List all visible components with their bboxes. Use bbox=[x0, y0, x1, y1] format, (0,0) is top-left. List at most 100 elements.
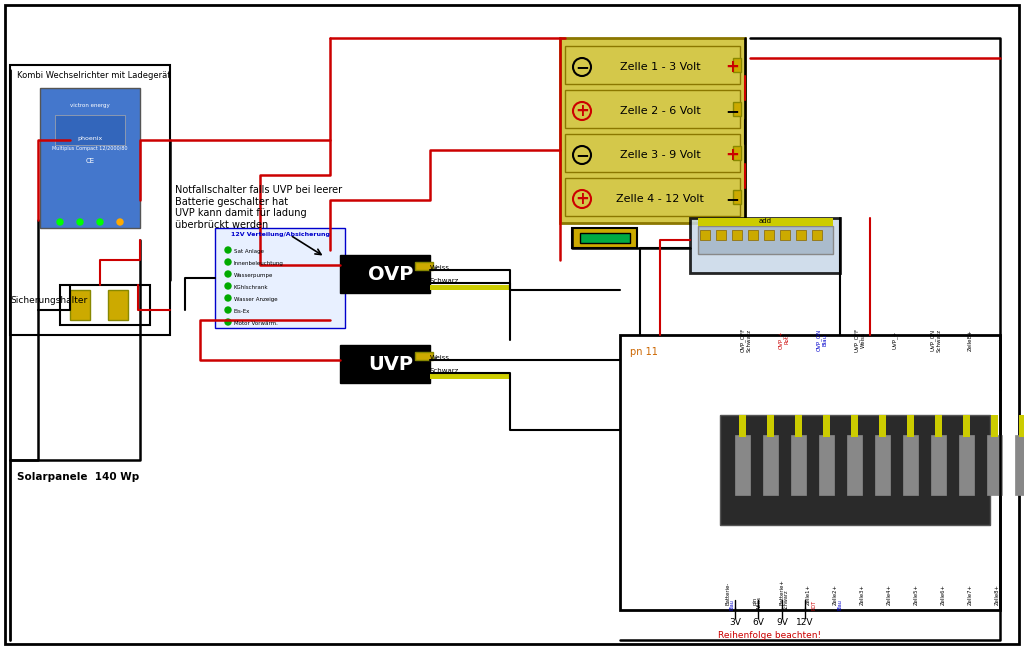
Text: −: − bbox=[575, 146, 589, 164]
Text: Weiss: Weiss bbox=[757, 596, 762, 610]
Text: pin: pin bbox=[752, 596, 757, 605]
Bar bbox=[1019, 415, 1024, 437]
Text: OVP_OFF
Schwarz: OVP_OFF Schwarz bbox=[740, 328, 752, 352]
Bar bbox=[415, 262, 433, 270]
Bar bbox=[847, 435, 862, 495]
Text: 9V: 9V bbox=[776, 618, 787, 627]
Circle shape bbox=[225, 283, 231, 289]
Bar bbox=[340, 345, 430, 383]
Text: Zelle 4 - 12 Volt: Zelle 4 - 12 Volt bbox=[616, 194, 703, 204]
Text: Weiss: Weiss bbox=[430, 265, 450, 271]
Bar bbox=[764, 230, 774, 240]
Circle shape bbox=[57, 219, 63, 225]
Bar bbox=[215, 228, 345, 328]
Text: Zelle2+: Zelle2+ bbox=[833, 584, 838, 605]
Text: Solarpanele  140 Wp: Solarpanele 140 Wp bbox=[17, 472, 139, 482]
Circle shape bbox=[77, 219, 83, 225]
Text: Blau: Blau bbox=[730, 599, 735, 610]
Text: Zelle 3 - 9 Volt: Zelle 3 - 9 Volt bbox=[620, 150, 700, 160]
Bar bbox=[812, 230, 822, 240]
Bar bbox=[903, 435, 918, 495]
Text: 12V Verteilung/Absicherung: 12V Verteilung/Absicherung bbox=[230, 232, 330, 237]
Text: pn 11: pn 11 bbox=[630, 347, 657, 357]
Bar bbox=[60, 285, 150, 325]
Bar bbox=[430, 285, 510, 290]
Text: Zelle7+: Zelle7+ bbox=[968, 584, 973, 605]
Text: 3V: 3V bbox=[729, 618, 741, 627]
Text: −: − bbox=[725, 190, 739, 208]
Bar bbox=[733, 102, 741, 116]
Bar bbox=[700, 230, 710, 240]
Bar bbox=[10, 65, 170, 335]
Bar bbox=[874, 435, 890, 495]
Bar bbox=[690, 218, 840, 273]
Bar bbox=[748, 230, 758, 240]
Bar bbox=[340, 255, 430, 293]
Text: OVP_+
Rot: OVP_+ Rot bbox=[778, 331, 790, 349]
Bar bbox=[735, 435, 750, 495]
Text: 12V: 12V bbox=[797, 618, 814, 627]
Text: +: + bbox=[575, 102, 589, 120]
Text: Zelle 2 - 6 Volt: Zelle 2 - 6 Volt bbox=[620, 106, 700, 116]
Bar bbox=[565, 46, 740, 84]
Text: victron energy: victron energy bbox=[70, 103, 110, 108]
Bar bbox=[879, 415, 886, 437]
Text: −: − bbox=[725, 102, 739, 120]
Text: Wasserpumpe: Wasserpumpe bbox=[234, 273, 273, 278]
Text: CE: CE bbox=[85, 158, 94, 164]
Bar bbox=[851, 415, 858, 437]
Bar bbox=[963, 415, 970, 437]
Text: 6V: 6V bbox=[752, 618, 764, 627]
Bar bbox=[565, 90, 740, 128]
Text: Eis-Ex: Eis-Ex bbox=[234, 309, 251, 314]
Text: Zelle3+: Zelle3+ bbox=[860, 584, 865, 605]
Text: +: + bbox=[575, 190, 589, 208]
Circle shape bbox=[117, 219, 123, 225]
Text: OVP_ON
Blau: OVP_ON Blau bbox=[816, 329, 827, 351]
Bar bbox=[40, 88, 140, 228]
Circle shape bbox=[225, 259, 231, 265]
Circle shape bbox=[225, 307, 231, 313]
Bar bbox=[935, 415, 942, 437]
Bar bbox=[698, 226, 833, 254]
Text: phoenix: phoenix bbox=[78, 136, 102, 141]
Text: Zelle4+: Zelle4+ bbox=[887, 584, 892, 605]
Text: Batterie+: Batterie+ bbox=[779, 579, 784, 605]
Text: Blau: Blau bbox=[838, 599, 843, 610]
Bar bbox=[720, 415, 990, 525]
Bar bbox=[931, 435, 946, 495]
Text: Sicherungshalter: Sicherungshalter bbox=[10, 296, 87, 305]
Text: Zelle8+: Zelle8+ bbox=[995, 584, 1000, 605]
Bar bbox=[733, 146, 741, 160]
Text: UVP_OFF
Weiss: UVP_OFF Weiss bbox=[854, 328, 865, 352]
Bar bbox=[415, 352, 433, 360]
Text: OVP: OVP bbox=[368, 265, 414, 284]
Text: Kombi Wechselrichter mit Ladegerät: Kombi Wechselrichter mit Ladegerät bbox=[17, 71, 171, 80]
Bar bbox=[70, 290, 90, 320]
Text: UVP_+: UVP_+ bbox=[892, 331, 898, 349]
Bar bbox=[560, 38, 745, 223]
Bar bbox=[565, 178, 740, 216]
Text: Sat Anlage: Sat Anlage bbox=[234, 249, 264, 254]
Circle shape bbox=[97, 219, 103, 225]
Circle shape bbox=[225, 271, 231, 277]
Text: Schwarz: Schwarz bbox=[430, 368, 459, 374]
Circle shape bbox=[225, 247, 231, 253]
Text: UVP: UVP bbox=[368, 355, 413, 374]
Bar bbox=[580, 233, 630, 243]
Bar bbox=[823, 415, 830, 437]
Bar bbox=[780, 230, 790, 240]
Text: ROT: ROT bbox=[811, 600, 816, 610]
Bar bbox=[991, 415, 998, 437]
Circle shape bbox=[225, 319, 231, 325]
Text: Multiplus Compact 12/2000/80: Multiplus Compact 12/2000/80 bbox=[52, 146, 128, 151]
Text: −: − bbox=[575, 58, 589, 76]
Text: Wasser Anzeige: Wasser Anzeige bbox=[234, 297, 278, 302]
Text: +: + bbox=[725, 146, 739, 164]
Bar bbox=[733, 190, 741, 204]
Text: UVP_ON
Schwarz: UVP_ON Schwarz bbox=[930, 328, 941, 352]
Bar bbox=[620, 335, 1000, 610]
Bar bbox=[572, 228, 637, 248]
Bar bbox=[819, 435, 834, 495]
Circle shape bbox=[225, 295, 231, 301]
